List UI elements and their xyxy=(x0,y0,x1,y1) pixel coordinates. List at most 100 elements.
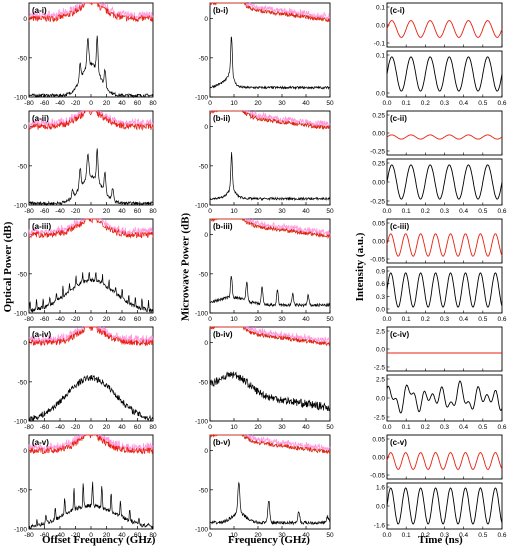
panel-label-a-ii: (a-ii) xyxy=(32,114,49,123)
xtick-label-a-ii: 40 xyxy=(118,208,126,215)
xtick-label-a-iii: -20 xyxy=(71,316,81,323)
ytick-label-a-iv: -50 xyxy=(18,379,28,386)
xtick-label-c-iii: 0.0 xyxy=(382,316,391,323)
xtick-label-b-iii: 50 xyxy=(326,316,334,323)
ytick-label-a-iv: -100 xyxy=(14,419,27,426)
xtick-label-b-v: 20 xyxy=(254,532,262,539)
trace-black-b-iv xyxy=(209,371,331,412)
ytick-label-top-c-iii: 0.00 xyxy=(372,239,385,246)
xtick-label-a-i: 60 xyxy=(134,100,142,107)
xtick-label-b-iv: 30 xyxy=(278,424,286,431)
xtick-label-c-ii: 0.2 xyxy=(421,208,430,215)
panel-label-b-v: (b-v) xyxy=(213,438,231,447)
xtick-label-c-iv: 0.6 xyxy=(497,424,506,431)
xtick-label-c-iv: 0.3 xyxy=(440,424,449,431)
xtick-label-c-i: 0.4 xyxy=(459,100,468,107)
xtick-label-b-v: 30 xyxy=(278,532,286,539)
ytick-label-top-c-v: 0.00 xyxy=(372,455,385,462)
ytick-label-bottom-c-iii: 0.3 xyxy=(376,294,385,301)
ytick-label-bottom-c-iii: 0.0 xyxy=(376,307,385,314)
panel-label-a-iv: (a-iv) xyxy=(32,330,51,339)
xtick-label-b-i: 20 xyxy=(254,100,262,107)
xtick-label-c-v: 0.2 xyxy=(421,532,430,539)
xtick-label-c-v: 0.6 xyxy=(497,532,506,539)
xtick-label-a-ii: -60 xyxy=(40,208,50,215)
trace-black-a-iv xyxy=(28,374,153,422)
xtick-label-a-i: 40 xyxy=(118,100,126,107)
trace-red-a-i xyxy=(28,2,154,23)
ytick-label-top-c-iv: 0.0 xyxy=(376,347,385,354)
ytick-label-b-iii: 0 xyxy=(204,232,208,239)
ytick-label-b-ii: -50 xyxy=(199,163,209,170)
col-b-ylabel: Microwave Power (dB) xyxy=(179,212,192,322)
xtick-label-b-ii: 50 xyxy=(326,208,334,215)
ytick-label-bottom-c-iii: 0.6 xyxy=(376,281,385,288)
xtick-label-a-v: -40 xyxy=(55,532,65,539)
panel-label-b-ii: (b-ii) xyxy=(213,114,231,123)
xtick-label-a-i: 0 xyxy=(89,100,93,107)
panel-label-b-i: (b-i) xyxy=(213,6,228,15)
xtick-label-a-iv: 80 xyxy=(149,424,157,431)
plot-frame-b-i xyxy=(209,2,331,98)
xtick-label-c-iii: 0.3 xyxy=(440,316,449,323)
xtick-label-a-i: 80 xyxy=(149,100,157,107)
col-a-xlabel: Offset Frequency (GHz) xyxy=(42,534,156,546)
trace-red-b-i xyxy=(209,1,331,23)
xtick-label-b-iii: 20 xyxy=(254,316,262,323)
col-c-xlabel: Time (ns) xyxy=(418,534,463,546)
ytick-label-b-iii: -50 xyxy=(199,271,209,278)
trace-black-a-ii xyxy=(28,148,154,207)
xtick-label-a-iii: 20 xyxy=(103,316,111,323)
ytick-label-top-c-i: -0.1 xyxy=(374,41,386,48)
trace-black-a-v xyxy=(28,481,154,530)
trace-black-c-v xyxy=(386,487,503,525)
ytick-label-a-ii: 0 xyxy=(23,124,27,131)
ytick-label-a-iii: -50 xyxy=(18,271,28,278)
ytick-label-bottom-c-ii: 0.00 xyxy=(372,180,385,187)
xtick-label-a-iii: -40 xyxy=(55,316,65,323)
panel-label-b-iv: (b-iv) xyxy=(213,330,233,339)
xtick-label-a-iv: 0 xyxy=(89,424,93,431)
trace-red-a-iv xyxy=(28,326,154,347)
xtick-label-a-ii: -20 xyxy=(71,208,81,215)
ytick-label-a-v: -100 xyxy=(14,527,27,534)
trace-black-a-i xyxy=(28,35,154,99)
ytick-label-a-iv: 0 xyxy=(23,340,27,347)
xtick-label-c-i: 0.3 xyxy=(440,100,449,107)
xtick-label-a-v: 40 xyxy=(118,532,126,539)
xtick-label-c-i: 0.2 xyxy=(421,100,430,107)
ytick-label-b-ii: -100 xyxy=(195,203,208,210)
ytick-label-bottom-c-ii: -0.25 xyxy=(370,199,385,206)
xtick-label-a-iii: 60 xyxy=(134,316,142,323)
xtick-label-c-v: 0.3 xyxy=(440,532,449,539)
col-b-xlabel: Frequency (GHz) xyxy=(228,534,310,546)
ytick-label-top-c-ii: -0.25 xyxy=(370,149,385,156)
xtick-label-a-iii: 40 xyxy=(118,316,126,323)
xtick-label-c-iv: 0.1 xyxy=(402,424,411,431)
trace-red-b-iii xyxy=(209,218,331,240)
ytick-label-b-i: 0 xyxy=(204,16,208,23)
xtick-label-a-v: -20 xyxy=(71,532,81,539)
xtick-label-a-iv: -60 xyxy=(40,424,50,431)
ytick-label-bottom-c-iii: 0.9 xyxy=(376,269,385,276)
xtick-label-c-iv: 0.0 xyxy=(382,424,391,431)
plot-frame-b-v xyxy=(209,434,331,530)
xtick-label-c-ii: 0.4 xyxy=(459,208,468,215)
xtick-label-a-iv: -80 xyxy=(24,424,34,431)
xtick-label-c-iv: 0.5 xyxy=(478,424,487,431)
xtick-label-c-i: 0.0 xyxy=(382,100,391,107)
xtick-label-c-ii: 0.0 xyxy=(382,208,391,215)
ytick-label-b-v: 0 xyxy=(204,448,208,455)
xtick-label-a-iv: -40 xyxy=(55,424,65,431)
xtick-label-b-i: 0 xyxy=(208,100,212,107)
trace-red-b-iv xyxy=(209,325,331,346)
xtick-label-b-ii: 30 xyxy=(278,208,286,215)
xtick-label-b-iv: 10 xyxy=(230,424,238,431)
trace-black-c-i xyxy=(386,56,503,92)
ytick-label-b-iv: 0 xyxy=(204,340,208,347)
xtick-label-a-i: -80 xyxy=(24,100,34,107)
xtick-label-b-i: 30 xyxy=(278,100,286,107)
xtick-label-a-i: -40 xyxy=(55,100,65,107)
ytick-label-a-v: 0 xyxy=(23,448,27,455)
